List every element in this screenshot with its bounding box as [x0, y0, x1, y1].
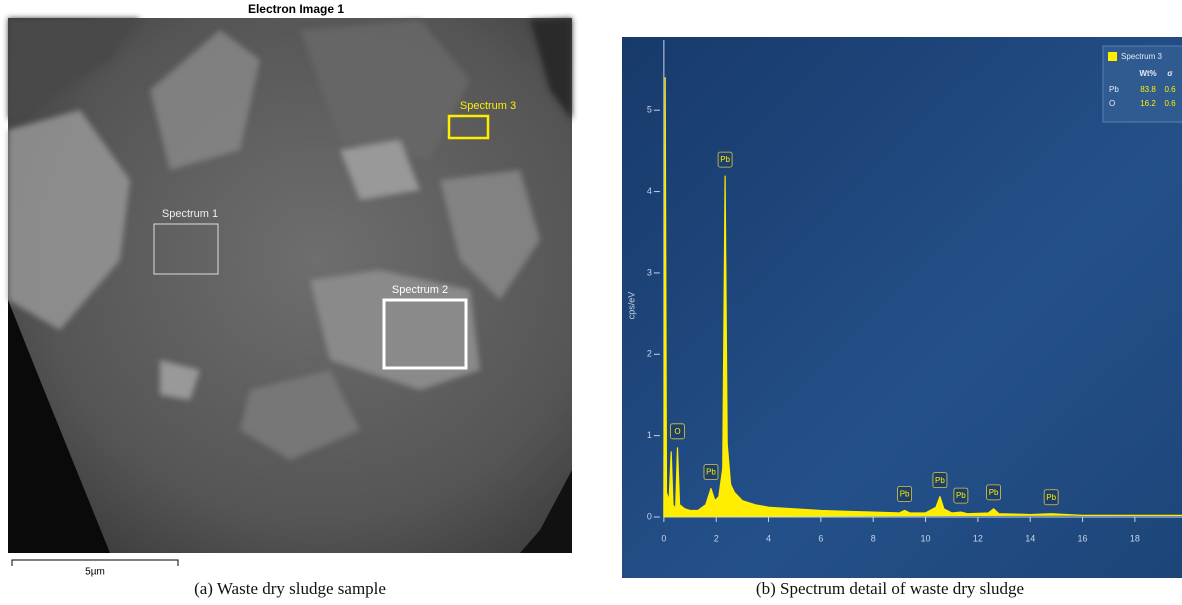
legend-value: 0.6	[1164, 85, 1176, 94]
x-tick-label: 16	[1078, 533, 1088, 543]
legend: Spectrum 3 Wt% σ Pb 83.8 0.6 O 16.2 0.6	[1103, 46, 1182, 122]
y-tick-label: 2	[647, 349, 652, 359]
figure: Electron Image 1 Spectrum 1 Spectrum 2 S…	[0, 0, 1182, 600]
legend-header: σ	[1167, 69, 1173, 78]
y-tick-label: 0	[647, 511, 652, 521]
peak-label: Pb	[704, 465, 718, 480]
legend-value: 83.8	[1140, 85, 1156, 94]
x-tick-label: 10	[921, 533, 931, 543]
y-tick-label: 4	[647, 186, 652, 196]
region-label: Spectrum 1	[162, 208, 218, 220]
scale-bar-label: 5µm	[85, 567, 105, 578]
scale-bar	[12, 560, 178, 566]
y-tick-label: 1	[647, 430, 652, 440]
peak-label: Pb	[718, 152, 732, 167]
peak-label-text: Pb	[956, 491, 966, 500]
peak-label: Pb	[933, 473, 947, 488]
caption: (a) Waste dry sludge sample	[194, 579, 386, 598]
region-label: Spectrum 2	[392, 284, 448, 296]
peak-label-text: Pb	[935, 476, 945, 485]
peak-label-text: Pb	[706, 468, 716, 477]
x-tick-label: 4	[766, 533, 771, 543]
peak-label: Pb	[954, 488, 968, 503]
peak-label-text: Pb	[900, 490, 910, 499]
legend-value: 16.2	[1140, 99, 1156, 108]
sem-image	[8, 18, 572, 553]
y-tick-label: 3	[647, 267, 652, 277]
y-axis-label: cps/eV	[626, 292, 636, 320]
x-tick-label: 0	[661, 533, 666, 543]
peak-label-text: Pb	[1046, 493, 1056, 502]
peak-label: O	[670, 424, 684, 439]
peak-label-text: Pb	[989, 488, 999, 497]
legend-header: Wt%	[1139, 69, 1156, 78]
legend-value: 0.6	[1164, 99, 1176, 108]
peak-label: Pb	[898, 486, 912, 501]
legend-element: O	[1109, 99, 1115, 108]
x-tick-label: 18	[1130, 533, 1140, 543]
x-tick-label: 12	[973, 533, 983, 543]
legend-swatch	[1108, 52, 1117, 61]
caption: (b) Spectrum detail of waste dry sludge	[756, 579, 1024, 598]
peak-label: Pb	[1044, 490, 1058, 505]
legend-name: Spectrum 3	[1121, 52, 1162, 61]
legend-element: Pb	[1109, 85, 1119, 94]
y-tick-label: 5	[647, 105, 652, 115]
x-tick-label: 2	[714, 533, 719, 543]
x-tick-label: 6	[818, 533, 823, 543]
peak-label-text: Pb	[720, 155, 730, 164]
peak-label: Pb	[987, 485, 1001, 500]
region-label: Spectrum 3	[460, 100, 516, 112]
x-tick-label: 14	[1025, 533, 1035, 543]
peak-label-text: O	[674, 427, 680, 436]
image-title: Electron Image 1	[248, 2, 344, 16]
x-tick-label: 8	[871, 533, 876, 543]
